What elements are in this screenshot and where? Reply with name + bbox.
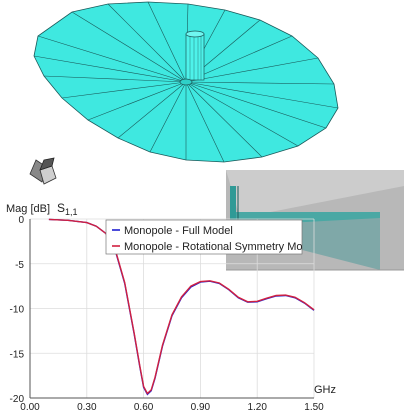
y-tick-label: -20 bbox=[10, 394, 25, 405]
s11-plot: 0 -5 -10 -15 -20 0.00 0.30 0.60 0.90 1.20 1.50 Ma… bbox=[6, 201, 336, 413]
x-tick-label: 0.00 bbox=[20, 402, 40, 413]
x-tick-labels: 0.00 0.30 0.60 0.90 1.20 1.50 bbox=[20, 402, 324, 413]
plot-title-main: S bbox=[57, 201, 65, 215]
y-axis-label: Mag [dB] bbox=[6, 203, 50, 215]
x-tick-label: 1.50 bbox=[304, 402, 324, 413]
legend-label-rotational: Monopole - Rotational Symmetry Mo bbox=[124, 241, 303, 253]
y-tick-label: -15 bbox=[10, 349, 25, 360]
orientation-gizmo-icon[interactable] bbox=[29, 157, 57, 185]
plot-title-sub: 1,1 bbox=[65, 207, 78, 217]
y-tick-label: -10 bbox=[10, 305, 25, 316]
y-tick-labels: 0 -5 -10 -15 -20 bbox=[10, 215, 25, 405]
plot-title: S1,1 bbox=[57, 201, 78, 217]
x-tick-label: 1.20 bbox=[247, 402, 267, 413]
x-tick-label: 0.30 bbox=[77, 402, 97, 413]
grid bbox=[29, 218, 315, 399]
y-tick-label: 0 bbox=[18, 215, 24, 226]
x-tick-label: 0.60 bbox=[134, 402, 154, 413]
x-tick-label: 0.90 bbox=[191, 402, 211, 413]
legend-label-full-model: Monopole - Full Model bbox=[124, 225, 233, 237]
dish-model[interactable] bbox=[33, 1, 339, 163]
legend[interactable]: Monopole - Full Model Monopole - Rotatio… bbox=[105, 219, 303, 255]
y-tick-label: -5 bbox=[15, 260, 24, 271]
x-axis-unit: GHz bbox=[314, 384, 336, 396]
